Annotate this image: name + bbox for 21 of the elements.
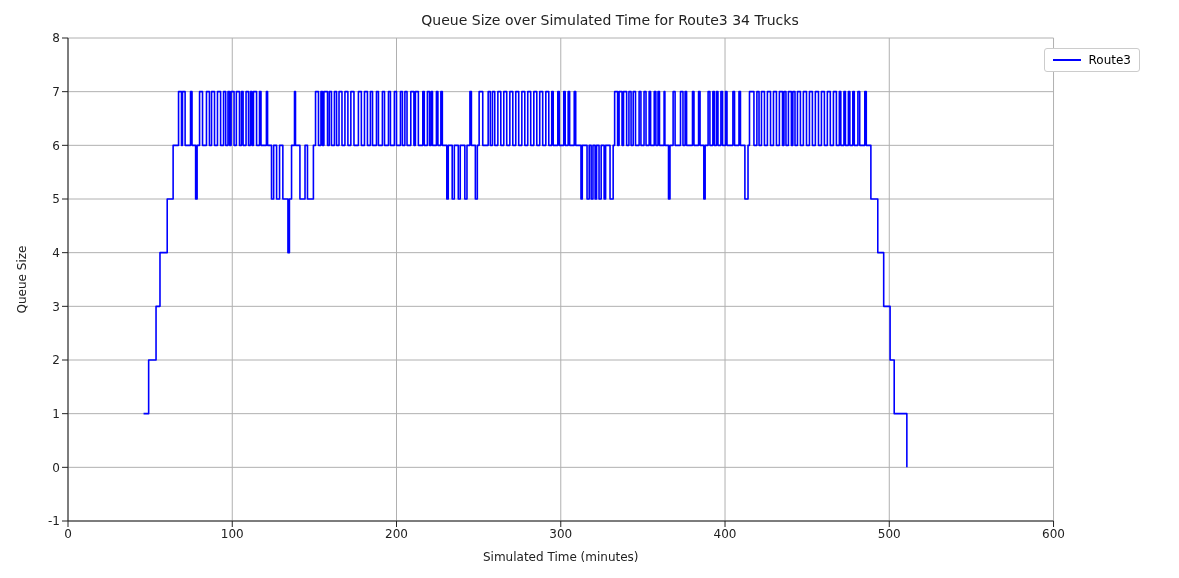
y-tick-label: 0	[52, 460, 60, 475]
y-tick-label: 3	[52, 299, 60, 314]
x-tick-label: 0	[64, 526, 72, 541]
y-tick-label: 8	[52, 31, 60, 46]
y-tick-label: 6	[52, 138, 60, 153]
y-tick-label: 2	[52, 353, 60, 368]
y-axis-title: Queue Size	[15, 245, 30, 314]
x-tick-label: 500	[877, 526, 901, 541]
chart-title: Queue Size over Simulated Time for Route3 34 Trucks	[420, 12, 800, 28]
x-tick-label: 300	[549, 526, 573, 541]
x-tick-label: 100	[220, 526, 244, 541]
x-tick-label: 200	[385, 526, 408, 541]
x-axis-title: Simulated Time (minutes)	[482, 550, 639, 564]
y-tick-label: 4	[52, 245, 60, 260]
x-tick-label: 600	[1042, 526, 1065, 541]
y-tick-label: 7	[52, 84, 60, 99]
y-tick-label: -1	[48, 514, 60, 529]
y-tick-label: 1	[52, 406, 60, 421]
x-tick-label: 400	[713, 526, 737, 541]
legend-label: Route3	[1088, 53, 1131, 67]
y-tick-label: 5	[52, 192, 60, 207]
